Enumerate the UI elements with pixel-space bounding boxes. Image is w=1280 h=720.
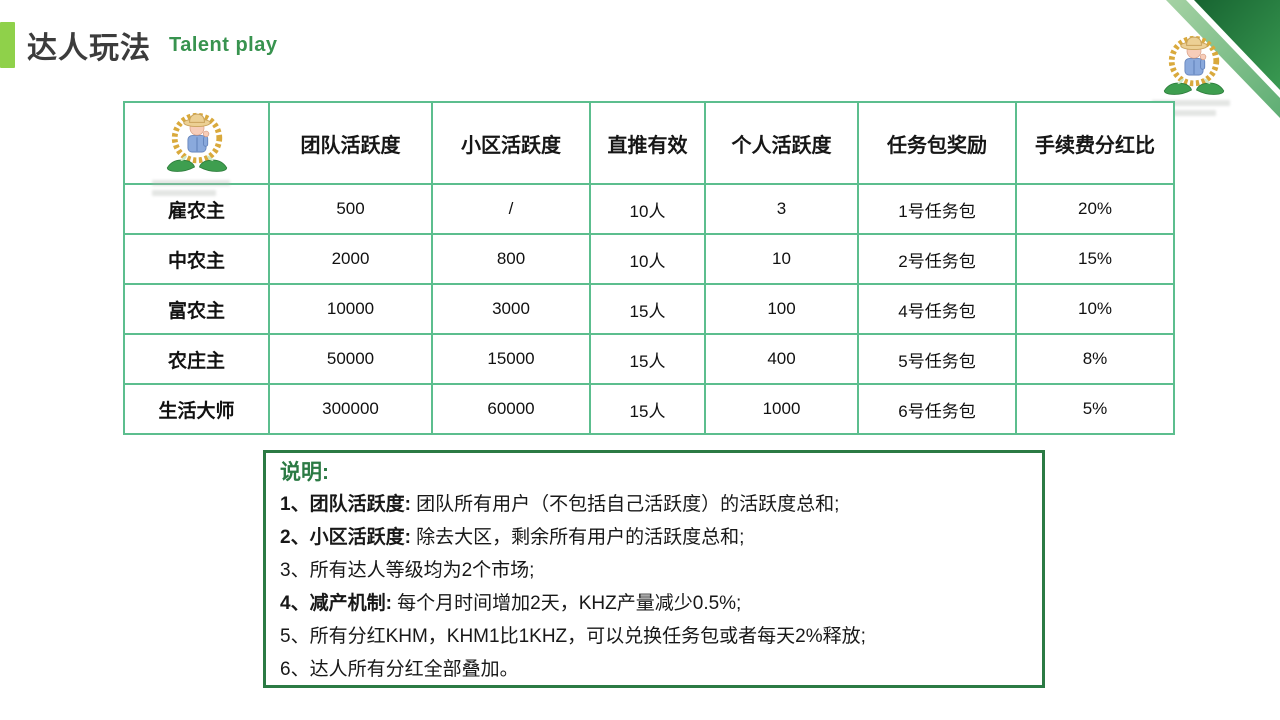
task-package-value: 5号任务包: [857, 333, 1017, 385]
level-name: 生活大师: [123, 383, 270, 435]
table-header-row: 团队活跃度 小区活跃度 直推有效 个人活跃度 任务包奖励 手续费分红比: [123, 101, 1175, 185]
personal-activity-value: 100: [704, 283, 859, 335]
notes-heading: 说明:: [280, 461, 329, 484]
direct-valid-value: 10人: [589, 233, 706, 285]
personal-activity-value: 1000: [704, 383, 859, 435]
task-package-value: 4号任务包: [857, 283, 1017, 335]
column-header-community-activity: 小区活跃度: [431, 101, 591, 185]
talent-levels-table: 团队活跃度 小区活跃度 直推有效 个人活跃度 任务包奖励 手续费分红比 雇农主 …: [123, 101, 1175, 435]
table-logo-cell: [123, 101, 270, 185]
level-name: 中农主: [123, 233, 270, 285]
table-row: 中农主 2000 800 10人 10 2号任务包 15%: [123, 233, 1175, 285]
column-header-direct-valid: 直推有效: [589, 101, 706, 185]
team-activity-value: 10000: [268, 283, 433, 335]
note-item: 3、所有达人等级均为2个市场;: [280, 554, 1028, 587]
note-item: 6、达人所有分红全部叠加。: [280, 653, 1028, 686]
column-header-fee-dividend: 手续费分红比: [1015, 101, 1175, 185]
column-header-team-activity: 团队活跃度: [268, 101, 433, 185]
note-item: 5、所有分红KHM，KHM1比1KHZ，可以兑换任务包或者每天2%释放;: [280, 620, 1028, 653]
community-activity-value: /: [431, 183, 591, 235]
note-item: 1、团队活跃度: 团队所有用户（不包括自己活跃度）的活跃度总和;: [280, 488, 1028, 521]
column-header-personal-activity: 个人活跃度: [704, 101, 859, 185]
fee-dividend-value: 20%: [1015, 183, 1175, 235]
fee-dividend-value: 15%: [1015, 233, 1175, 285]
personal-activity-value: 400: [704, 333, 859, 385]
brand-logo-table: [155, 105, 239, 181]
table-row: 富农主 10000 3000 15人 100 4号任务包 10%: [123, 283, 1175, 335]
note-text: 5、所有分红KHM，KHM1比1KHZ，可以兑换任务包或者每天2%释放;: [280, 626, 866, 647]
direct-valid-value: 15人: [589, 333, 706, 385]
note-term: 1、团队活跃度:: [280, 494, 411, 515]
direct-valid-value: 15人: [589, 383, 706, 435]
level-name: 农庄主: [123, 333, 270, 385]
community-activity-value: 60000: [431, 383, 591, 435]
brand-logo-topright: [1152, 28, 1236, 104]
level-name: 雇农主: [123, 183, 270, 235]
note-item: 2、小区活跃度: 除去大区，剩余所有用户的活跃度总和;: [280, 521, 1028, 554]
note-text: 团队所有用户（不包括自己活跃度）的活跃度总和;: [410, 494, 840, 515]
note-text: 3、所有达人等级均为2个市场;: [280, 560, 535, 581]
fee-dividend-value: 8%: [1015, 333, 1175, 385]
slide-header: 达人玩法 Talent play: [0, 22, 278, 68]
column-header-task-package: 任务包奖励: [857, 101, 1017, 185]
community-activity-value: 800: [431, 233, 591, 285]
team-activity-value: 500: [268, 183, 433, 235]
community-activity-value: 3000: [431, 283, 591, 335]
team-activity-value: 2000: [268, 233, 433, 285]
direct-valid-value: 15人: [589, 283, 706, 335]
page-title: 达人玩法: [27, 32, 151, 65]
task-package-value: 6号任务包: [857, 383, 1017, 435]
note-text: 每个月时间增加2天，KHZ产量减少0.5%;: [391, 593, 742, 614]
note-term: 4、减产机制:: [280, 593, 392, 614]
fee-dividend-value: 10%: [1015, 283, 1175, 335]
table-row: 雇农主 500 / 10人 3 1号任务包 20%: [123, 183, 1175, 235]
note-item: 4、减产机制: 每个月时间增加2天，KHZ产量减少0.5%;: [280, 587, 1028, 620]
table-row: 农庄主 50000 15000 15人 400 5号任务包 8%: [123, 333, 1175, 385]
personal-activity-value: 10: [704, 233, 859, 285]
team-activity-value: 50000: [268, 333, 433, 385]
level-name: 富农主: [123, 283, 270, 335]
task-package-value: 2号任务包: [857, 233, 1017, 285]
direct-valid-value: 10人: [589, 183, 706, 235]
notes-box: 说明: 1、团队活跃度: 团队所有用户（不包括自己活跃度）的活跃度总和; 2、小…: [263, 450, 1045, 688]
note-term: 2、小区活跃度:: [280, 527, 411, 548]
page-subtitle: Talent play: [169, 33, 278, 56]
note-text: 6、达人所有分红全部叠加。: [280, 659, 519, 680]
fee-dividend-value: 5%: [1015, 383, 1175, 435]
task-package-value: 1号任务包: [857, 183, 1017, 235]
team-activity-value: 300000: [268, 383, 433, 435]
note-text: 除去大区，剩余所有用户的活跃度总和;: [410, 527, 745, 548]
title-accent-bar: [0, 22, 15, 68]
table-row: 生活大师 300000 60000 15人 1000 6号任务包 5%: [123, 383, 1175, 435]
community-activity-value: 15000: [431, 333, 591, 385]
personal-activity-value: 3: [704, 183, 859, 235]
